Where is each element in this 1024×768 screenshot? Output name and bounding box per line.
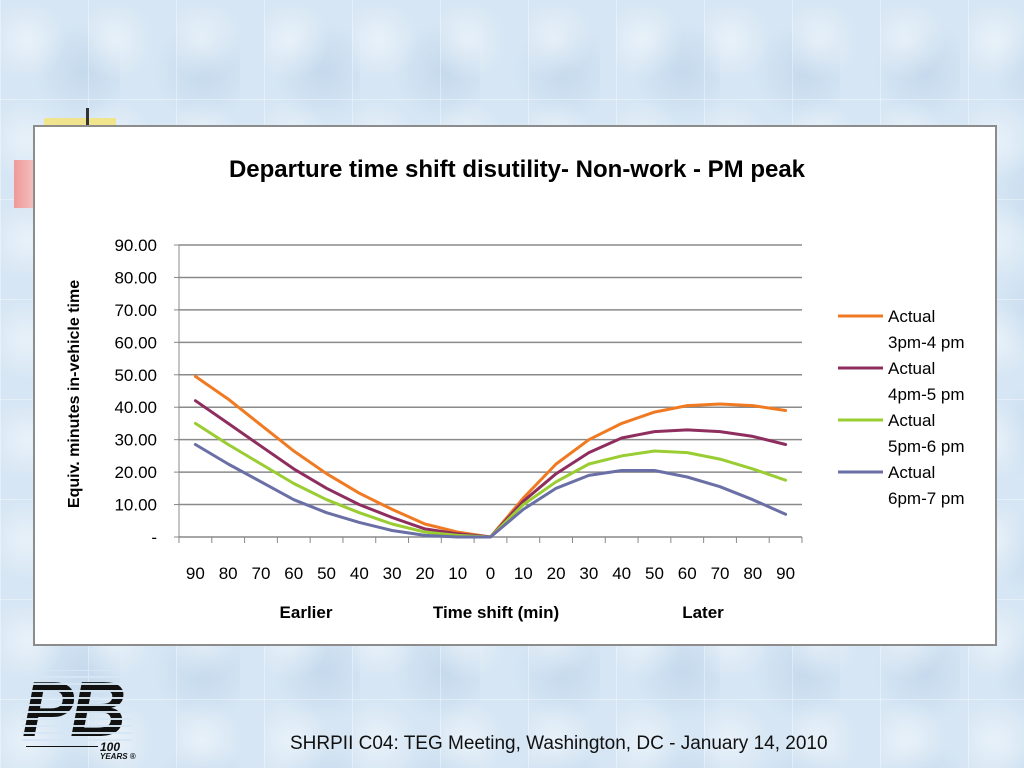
y-tick-label: 70.00 xyxy=(114,301,157,320)
x-tick-label: 30 xyxy=(579,564,598,583)
x-tick-label: 0 xyxy=(486,564,495,583)
series-line-4 xyxy=(193,443,788,539)
pb-logo: PB 100 YEARS ® xyxy=(22,670,142,762)
pb-logo-years: YEARS ® xyxy=(100,752,136,761)
y-tick-label: 80.00 xyxy=(114,268,157,287)
y-tick-label: 20.00 xyxy=(114,463,157,482)
x-tick-label: 60 xyxy=(678,564,697,583)
x-tick-label: 30 xyxy=(383,564,402,583)
x-tick-label: 80 xyxy=(219,564,238,583)
x-tick-label: 50 xyxy=(645,564,664,583)
x-tick-labels: 90 80 70 60 50 40 30 20 10 0 10 20 30 40 50 60 70 80 90 xyxy=(186,564,795,583)
x-axis-label-later: Later xyxy=(682,603,724,622)
chart-title: Departure time shift disutility- Non-wor… xyxy=(229,156,806,183)
x-tick-label: 90 xyxy=(776,564,795,583)
legend-label-time: 4pm-5 pm xyxy=(888,385,965,404)
x-tick-label: 50 xyxy=(317,564,336,583)
legend-label: Actual xyxy=(888,411,935,430)
x-tick-label: 90 xyxy=(186,564,205,583)
x-tick-label: 60 xyxy=(284,564,303,583)
legend-label: Actual xyxy=(888,359,935,378)
x-tick-label: 40 xyxy=(612,564,631,583)
y-tick-label: - xyxy=(151,528,157,547)
y-tick-label: 90.00 xyxy=(114,236,157,255)
legend-label-time: 5pm-6 pm xyxy=(888,437,965,456)
pb-logo-underline xyxy=(26,746,98,747)
legend-label-time: 6pm-7 pm xyxy=(888,489,965,508)
x-tick-label: 10 xyxy=(448,564,467,583)
series-line-2 xyxy=(193,399,788,539)
y-tick-label: 10.00 xyxy=(114,496,157,515)
footer-text: SHRPII C04: TEG Meeting, Washington, DC … xyxy=(290,733,828,754)
y-tick-label: 50.00 xyxy=(114,366,157,385)
chart-frame: Departure time shift disutility- Non-wor… xyxy=(33,125,997,646)
x-tick-label: 20 xyxy=(415,564,434,583)
line-chart: Departure time shift disutility- Non-wor… xyxy=(66,156,965,622)
legend-label: Actual xyxy=(888,307,935,326)
legend-label: Actual xyxy=(888,463,935,482)
x-tick-label: 70 xyxy=(711,564,730,583)
x-tick-label: 80 xyxy=(743,564,762,583)
legend: Actual 3pm-4 pm Actual 4pm-5 pm Actual 5pm-6 … xyxy=(838,307,965,508)
y-tick-labels: - 10.00 20.00 30.00 40.00 50.00 60.00 70.00 80.0… xyxy=(114,236,157,547)
x-axis-label: Time shift (min) xyxy=(433,603,559,622)
x-tick-label: 20 xyxy=(547,564,566,583)
grid-lines xyxy=(174,244,803,543)
x-tick-label: 40 xyxy=(350,564,369,583)
x-axis-label-earlier: Earlier xyxy=(280,603,333,622)
y-tick-label: 60.00 xyxy=(114,333,157,352)
x-tick-label: 70 xyxy=(252,564,271,583)
y-tick-label: 30.00 xyxy=(114,431,157,450)
pb-logo-hundred: 100 xyxy=(100,740,121,754)
y-tick-label: 40.00 xyxy=(114,398,157,417)
legend-label-time: 3pm-4 pm xyxy=(888,333,965,352)
series-lines xyxy=(193,374,788,539)
series-line-1 xyxy=(193,374,788,539)
y-axis-label: Equiv. minutes in-vehicle time xyxy=(66,280,83,508)
x-tick-label: 10 xyxy=(514,564,533,583)
pb-logo-stripes xyxy=(22,670,132,746)
decorative-cursor-bar xyxy=(86,108,89,130)
